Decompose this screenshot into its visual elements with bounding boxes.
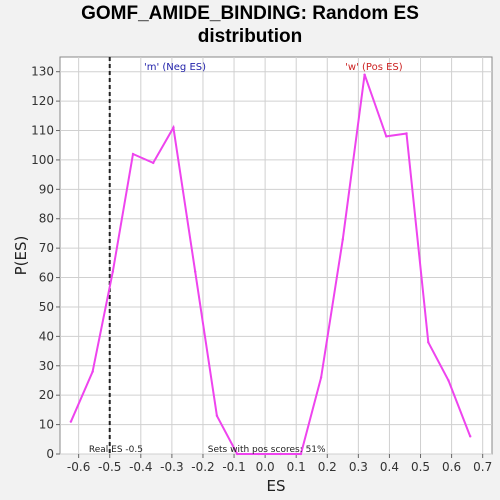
neg-es-label: 'm' (Neg ES) bbox=[144, 62, 206, 73]
x-tick-label: 0.1 bbox=[287, 460, 306, 474]
series-line-random-es bbox=[69, 74, 472, 455]
real-es-label: Real ES -0.5 bbox=[89, 445, 143, 455]
series-point bbox=[469, 435, 472, 438]
series-point bbox=[427, 341, 430, 344]
series-point bbox=[91, 370, 94, 373]
series-point bbox=[299, 452, 303, 456]
chart-title: GOMF_AMIDE_BINDING: Random ES distributi… bbox=[0, 2, 500, 48]
series-point bbox=[111, 270, 115, 273]
x-tick-label: 0.7 bbox=[473, 460, 492, 474]
plot-area bbox=[59, 56, 493, 455]
y-tick-label: 110 bbox=[31, 124, 54, 138]
series-point bbox=[447, 379, 450, 382]
y-tick-label: 100 bbox=[31, 153, 54, 167]
x-tick-label: -0.5 bbox=[98, 460, 121, 474]
series-point bbox=[172, 126, 175, 129]
x-tick-label: 0.4 bbox=[380, 460, 399, 474]
x-tick-label: -0.4 bbox=[129, 460, 152, 474]
x-tick-label: 0.2 bbox=[318, 460, 337, 474]
y-tick-label: 0 bbox=[46, 447, 54, 461]
y-tick-label: 120 bbox=[31, 94, 54, 108]
series-point bbox=[363, 73, 366, 76]
x-tick-label: 0.0 bbox=[256, 460, 275, 474]
y-tick-label: 30 bbox=[39, 359, 54, 373]
series-point bbox=[152, 161, 155, 165]
y-tick-label: 80 bbox=[39, 212, 54, 226]
x-tick-label: 0.5 bbox=[411, 460, 430, 474]
series-point bbox=[131, 152, 135, 156]
x-tick-label: -0.3 bbox=[160, 460, 183, 474]
pos-es-label: 'w' (Pos ES) bbox=[345, 62, 403, 73]
series-point bbox=[235, 452, 239, 456]
x-tick-label: -0.6 bbox=[67, 460, 90, 474]
x-tick-label: -0.1 bbox=[222, 460, 245, 474]
y-tick-label: 40 bbox=[39, 329, 54, 343]
chart-title-line-2: distribution bbox=[197, 26, 303, 47]
series-point bbox=[279, 452, 282, 456]
series-point bbox=[69, 420, 73, 423]
series-points bbox=[69, 73, 472, 456]
pos-sets-label: Sets with pos scores: 51% bbox=[208, 445, 326, 455]
series-point bbox=[341, 238, 345, 241]
series-point bbox=[405, 132, 408, 135]
series-point bbox=[257, 452, 261, 456]
y-tick-label: 130 bbox=[31, 65, 54, 79]
y-tick-label: 20 bbox=[39, 388, 54, 402]
y-tick-label: 70 bbox=[39, 241, 54, 255]
x-axis-title: ES bbox=[267, 477, 286, 495]
series-point bbox=[319, 376, 323, 379]
x-tick-label: -0.2 bbox=[191, 460, 214, 474]
y-axis-title: P(ES) bbox=[12, 236, 30, 276]
y-tick-label: 60 bbox=[39, 271, 54, 285]
x-tick-label: 0.6 bbox=[442, 460, 461, 474]
series-point bbox=[215, 414, 219, 417]
series-point bbox=[193, 270, 197, 273]
y-tick-label: 90 bbox=[39, 182, 54, 196]
y-tick-label: 50 bbox=[39, 300, 54, 314]
chart-title-line-1: GOMF_AMIDE_BINDING: Random ES bbox=[81, 3, 419, 24]
x-tick-label: 0.3 bbox=[349, 460, 368, 474]
series-point bbox=[385, 135, 388, 138]
y-tick-label: 10 bbox=[39, 418, 54, 432]
